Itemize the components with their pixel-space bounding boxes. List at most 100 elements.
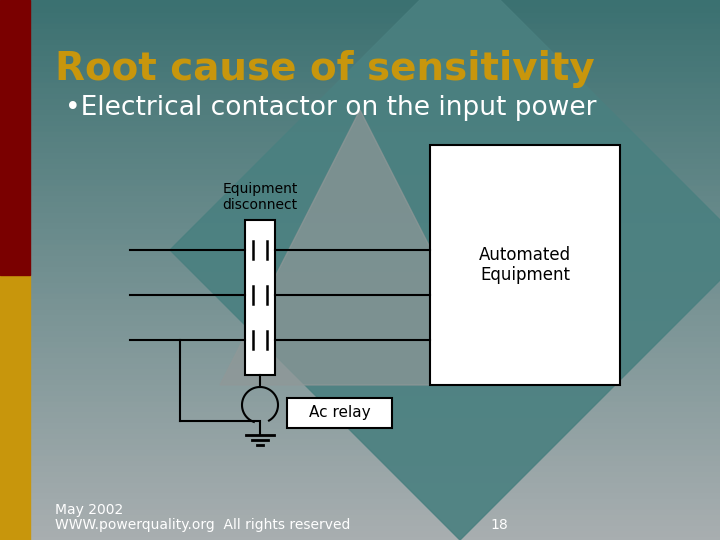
Text: •Electrical contactor on the input power: •Electrical contactor on the input power bbox=[65, 95, 596, 121]
Bar bbox=[0, 253, 720, 259]
Bar bbox=[0, 210, 720, 216]
Bar bbox=[0, 399, 720, 405]
Bar bbox=[0, 372, 720, 378]
Bar bbox=[0, 496, 720, 502]
Bar bbox=[0, 0, 720, 5]
Bar bbox=[0, 118, 720, 124]
Bar bbox=[0, 220, 720, 227]
Bar bbox=[0, 291, 720, 297]
Bar bbox=[0, 485, 720, 491]
Text: Equipment
disconnect: Equipment disconnect bbox=[222, 182, 297, 212]
Bar bbox=[0, 361, 720, 367]
Bar bbox=[0, 318, 720, 324]
Bar bbox=[0, 523, 720, 529]
Bar bbox=[245, 220, 275, 375]
Bar bbox=[0, 58, 720, 65]
Bar bbox=[0, 134, 720, 140]
Bar bbox=[0, 280, 720, 286]
Bar bbox=[0, 129, 720, 135]
Bar bbox=[0, 15, 720, 22]
Bar bbox=[0, 64, 720, 70]
Bar bbox=[0, 534, 720, 540]
Bar bbox=[0, 301, 720, 308]
Bar bbox=[0, 469, 720, 475]
Bar bbox=[0, 69, 720, 76]
Bar bbox=[0, 323, 720, 329]
Bar bbox=[0, 85, 720, 92]
Text: WWW.powerquality.org  All rights reserved: WWW.powerquality.org All rights reserved bbox=[55, 518, 351, 532]
Bar bbox=[0, 264, 720, 270]
Bar bbox=[0, 188, 720, 194]
Bar bbox=[0, 490, 720, 497]
Bar bbox=[0, 420, 720, 427]
Bar bbox=[287, 398, 392, 428]
Bar bbox=[0, 512, 720, 518]
Bar bbox=[0, 345, 720, 351]
Bar bbox=[0, 4, 720, 11]
Bar bbox=[0, 463, 720, 470]
Bar bbox=[0, 274, 720, 281]
Bar bbox=[0, 312, 720, 319]
Bar bbox=[0, 237, 720, 243]
Bar bbox=[0, 107, 720, 113]
Polygon shape bbox=[220, 110, 500, 385]
Bar bbox=[0, 31, 720, 38]
Bar bbox=[0, 474, 720, 481]
Bar bbox=[0, 436, 720, 443]
Bar bbox=[0, 339, 720, 346]
Bar bbox=[0, 96, 720, 103]
Bar bbox=[0, 123, 720, 130]
Bar bbox=[0, 480, 720, 486]
Bar bbox=[0, 193, 720, 200]
Bar bbox=[0, 226, 720, 232]
Bar bbox=[0, 447, 720, 454]
Bar bbox=[0, 177, 720, 184]
Bar bbox=[0, 275, 30, 540]
Bar bbox=[0, 528, 720, 535]
Bar bbox=[0, 215, 720, 221]
Bar bbox=[0, 426, 720, 432]
Bar bbox=[0, 102, 720, 108]
Bar bbox=[0, 156, 720, 162]
Bar bbox=[0, 258, 720, 265]
Bar bbox=[0, 145, 720, 151]
Bar bbox=[0, 415, 720, 421]
Bar bbox=[0, 409, 720, 416]
Bar bbox=[0, 388, 720, 394]
Bar bbox=[0, 161, 720, 167]
Bar bbox=[0, 442, 720, 448]
Bar bbox=[0, 26, 720, 32]
Bar bbox=[0, 507, 720, 513]
Bar bbox=[0, 350, 720, 356]
Bar bbox=[0, 150, 720, 157]
Bar bbox=[0, 112, 720, 119]
Bar bbox=[0, 431, 720, 437]
Bar bbox=[0, 183, 720, 189]
Bar bbox=[0, 269, 720, 275]
Bar bbox=[430, 145, 620, 385]
Bar bbox=[0, 334, 720, 340]
Bar bbox=[0, 382, 720, 389]
Bar bbox=[0, 42, 720, 49]
Bar bbox=[0, 366, 720, 373]
Bar bbox=[0, 501, 720, 508]
Text: Automated
Equipment: Automated Equipment bbox=[479, 246, 571, 285]
Bar bbox=[0, 453, 720, 459]
Bar bbox=[0, 377, 720, 383]
Bar bbox=[0, 458, 720, 464]
Text: 18: 18 bbox=[490, 518, 508, 532]
Bar bbox=[0, 75, 720, 81]
Bar bbox=[0, 48, 720, 54]
Bar bbox=[0, 91, 720, 97]
Bar bbox=[0, 139, 720, 146]
Bar bbox=[0, 404, 720, 410]
Bar bbox=[0, 10, 720, 16]
Bar bbox=[0, 53, 720, 59]
Bar bbox=[0, 242, 720, 248]
Bar bbox=[0, 199, 720, 205]
Bar bbox=[0, 307, 720, 313]
Bar bbox=[0, 166, 720, 173]
Text: Ac relay: Ac relay bbox=[309, 406, 370, 421]
Bar bbox=[0, 80, 720, 86]
Bar bbox=[0, 231, 720, 238]
